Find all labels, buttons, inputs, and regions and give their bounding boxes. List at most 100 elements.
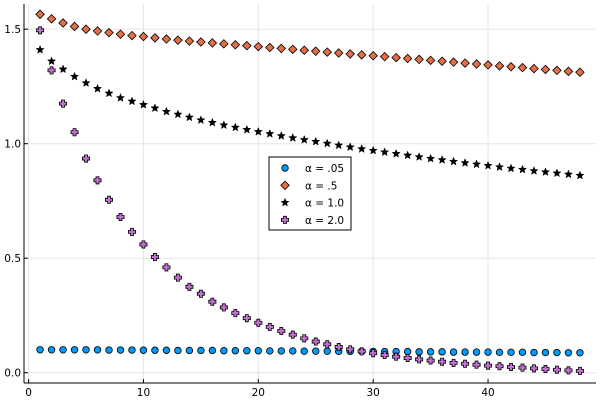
data-point bbox=[495, 348, 504, 357]
data-point bbox=[58, 18, 68, 28]
data-point bbox=[288, 44, 298, 55]
data-point bbox=[173, 109, 183, 119]
data-point bbox=[540, 167, 551, 177]
data-point bbox=[128, 346, 136, 354]
data-point bbox=[59, 99, 68, 108]
data-point bbox=[415, 355, 424, 364]
data-point bbox=[150, 253, 159, 262]
series-3 bbox=[35, 44, 585, 180]
data-point bbox=[403, 347, 412, 356]
data-point bbox=[115, 92, 126, 102]
data-point bbox=[92, 83, 103, 93]
data-point bbox=[230, 39, 241, 50]
series-1 bbox=[36, 346, 584, 357]
data-point bbox=[161, 106, 172, 116]
data-point bbox=[311, 136, 321, 146]
data-point bbox=[369, 349, 378, 358]
data-point bbox=[35, 9, 45, 20]
data-point bbox=[184, 36, 195, 46]
data-point bbox=[437, 155, 447, 164]
data-point bbox=[311, 337, 320, 346]
data-point bbox=[322, 47, 332, 57]
data-point bbox=[564, 349, 573, 357]
legend-marker bbox=[281, 164, 289, 172]
data-point bbox=[208, 297, 217, 306]
data-point bbox=[483, 60, 493, 70]
data-point bbox=[127, 96, 137, 106]
data-point bbox=[345, 49, 355, 59]
data-point bbox=[484, 348, 492, 356]
data-point bbox=[448, 156, 459, 166]
data-point bbox=[553, 348, 561, 357]
data-point bbox=[289, 347, 297, 355]
data-point bbox=[472, 360, 481, 369]
data-point bbox=[253, 126, 263, 136]
data-point bbox=[161, 34, 172, 44]
data-point bbox=[104, 27, 114, 38]
data-point bbox=[138, 31, 149, 42]
data-point bbox=[174, 346, 182, 355]
data-point bbox=[230, 122, 241, 132]
data-point bbox=[162, 263, 171, 272]
data-point bbox=[552, 168, 562, 178]
data-point bbox=[517, 164, 528, 174]
series-2 bbox=[35, 9, 585, 78]
data-point bbox=[276, 131, 286, 140]
data-point bbox=[277, 327, 286, 336]
data-point bbox=[461, 348, 469, 356]
data-point bbox=[300, 334, 309, 343]
data-point bbox=[414, 54, 424, 65]
data-point bbox=[92, 26, 103, 36]
data-point bbox=[69, 21, 80, 32]
data-point bbox=[173, 35, 183, 45]
data-point bbox=[552, 365, 561, 374]
data-point bbox=[541, 365, 550, 374]
data-point bbox=[529, 364, 538, 373]
data-point bbox=[150, 103, 160, 113]
data-point bbox=[552, 65, 562, 76]
data-point bbox=[426, 356, 435, 365]
data-point bbox=[82, 154, 91, 163]
data-point bbox=[323, 340, 332, 349]
data-point bbox=[484, 361, 493, 370]
data-point bbox=[196, 37, 206, 47]
data-point bbox=[276, 43, 287, 54]
data-point bbox=[81, 24, 91, 34]
data-point bbox=[575, 366, 584, 375]
data-point bbox=[461, 359, 470, 368]
data-point bbox=[415, 348, 423, 356]
data-point bbox=[529, 166, 539, 175]
data-point bbox=[127, 227, 136, 236]
data-point bbox=[379, 147, 390, 157]
data-point bbox=[36, 26, 45, 35]
data-point bbox=[518, 363, 527, 372]
legend-marker bbox=[281, 215, 289, 224]
data-point bbox=[346, 345, 355, 354]
data-point bbox=[506, 163, 516, 173]
data-point bbox=[563, 169, 574, 179]
data-point bbox=[494, 61, 505, 71]
data-point bbox=[184, 112, 195, 122]
data-point bbox=[254, 318, 263, 327]
data-point bbox=[517, 62, 528, 73]
data-point bbox=[300, 347, 308, 355]
data-point bbox=[139, 240, 148, 249]
data-point bbox=[460, 158, 470, 167]
data-point bbox=[471, 59, 482, 69]
data-point bbox=[207, 38, 218, 48]
data-point bbox=[368, 145, 378, 155]
data-point bbox=[299, 134, 309, 144]
x-tick-label: 20 bbox=[252, 387, 265, 399]
data-point bbox=[379, 51, 390, 62]
legend-box bbox=[268, 156, 352, 231]
data-point bbox=[173, 273, 182, 282]
data-point bbox=[299, 45, 310, 56]
x-tick-label: 0 bbox=[25, 387, 32, 399]
data-point bbox=[47, 66, 56, 75]
axes bbox=[23, 4, 596, 384]
data-point bbox=[507, 348, 515, 357]
data-point bbox=[391, 148, 401, 158]
data-point bbox=[231, 347, 240, 355]
grid-lines bbox=[24, 4, 596, 383]
data-point bbox=[219, 39, 229, 49]
